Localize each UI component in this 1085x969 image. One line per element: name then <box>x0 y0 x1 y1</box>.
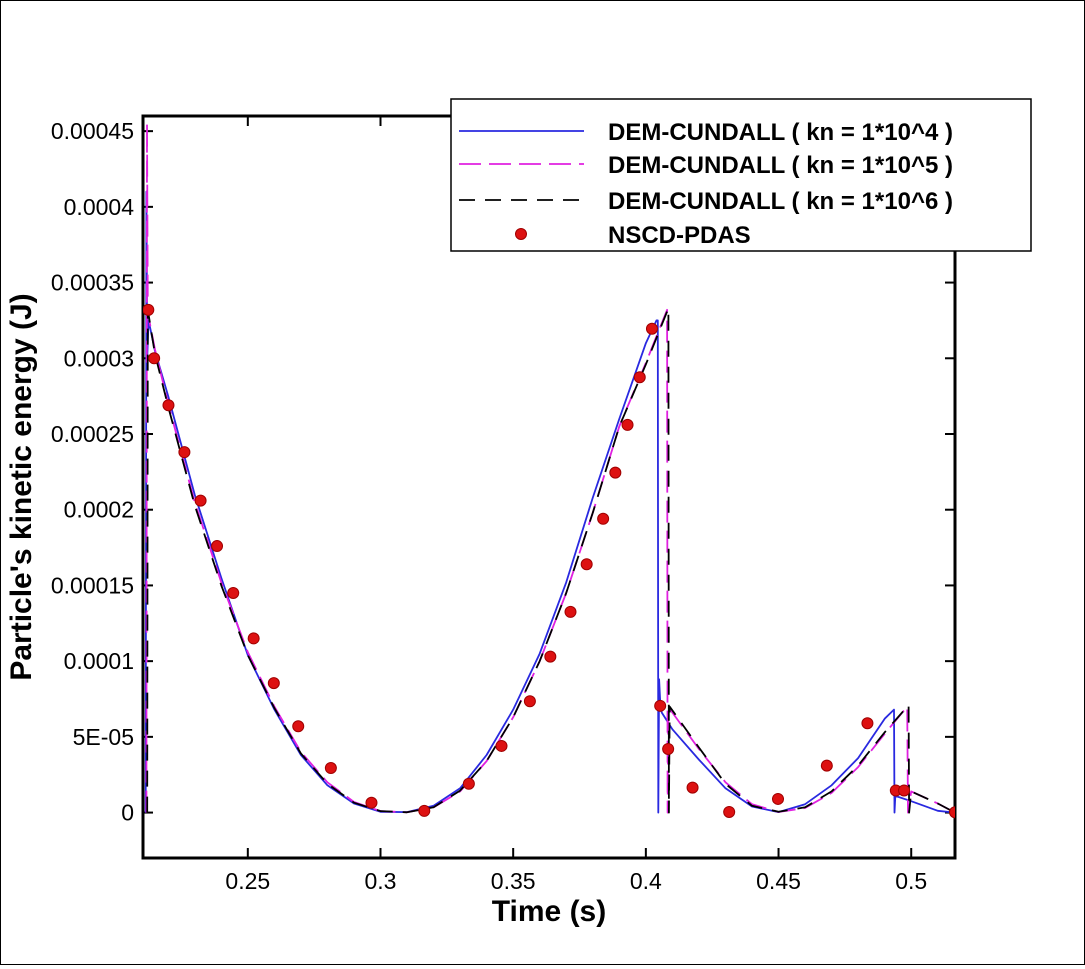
y-axis-title: Particle's kinetic energy (J) <box>5 293 38 680</box>
series-nscd-pdas <box>143 303 955 819</box>
legend-item: DEM-CUNDALL ( kn = 1*10^6 ) <box>459 188 953 215</box>
data-point <box>580 558 593 571</box>
data-point <box>645 322 658 335</box>
data-point <box>597 512 610 525</box>
data-point <box>227 587 240 599</box>
data-point <box>148 352 161 365</box>
series-layer <box>143 122 955 819</box>
legend-marker <box>515 228 527 240</box>
legend-label: DEM-CUNDALL ( kn = 1*10^5 ) <box>608 152 953 179</box>
data-point <box>267 677 280 690</box>
x-tick-label: 0.4 <box>630 868 662 894</box>
data-point <box>621 418 634 431</box>
data-point <box>194 494 207 507</box>
data-point <box>418 804 431 817</box>
legend-box <box>450 98 1032 252</box>
data-point <box>772 792 785 805</box>
y-tick-label: 5E-05 <box>73 724 134 750</box>
data-point <box>662 742 675 755</box>
data-point <box>564 605 577 618</box>
legend-item: DEM-CUNDALL ( kn = 1*10^5 ) <box>459 152 953 179</box>
y-tick-label: 0.0003 <box>64 345 134 371</box>
data-point <box>211 540 224 553</box>
data-point <box>949 806 955 819</box>
data-point <box>462 777 475 790</box>
data-point <box>686 781 699 794</box>
legend: DEM-CUNDALL ( kn = 1*10^4 ) DEM-CUNDALL (… <box>450 98 1032 252</box>
data-point <box>178 446 191 459</box>
data-point <box>861 717 874 730</box>
data-point <box>654 699 667 712</box>
legend-item: NSCD-PDAS <box>515 222 751 249</box>
y-tick-label: 0.0002 <box>64 497 134 523</box>
data-point <box>820 759 833 772</box>
y-axis: 0 5E-05 0.0001 0.00015 0.0002 0.00025 0.0003 0.… <box>51 118 955 826</box>
data-point <box>609 466 622 479</box>
data-point <box>723 805 736 818</box>
data-point <box>495 739 508 752</box>
y-tick-label: 0.00045 <box>51 118 134 144</box>
data-point <box>143 303 155 316</box>
data-point <box>365 796 378 809</box>
data-point <box>292 720 305 733</box>
data-point <box>162 399 175 412</box>
data-point <box>544 650 557 663</box>
y-tick-label: 0.0004 <box>64 194 135 220</box>
data-point <box>898 784 911 797</box>
y-tick-label: 0.00035 <box>51 270 134 296</box>
data-point <box>247 632 260 645</box>
y-tick-label: 0.00025 <box>51 421 134 447</box>
x-tick-label: 0.35 <box>491 868 536 894</box>
series-line-2 <box>145 122 955 814</box>
legend-item: DEM-CUNDALL ( kn = 1*10^4 ) <box>459 119 953 146</box>
data-point <box>324 762 337 775</box>
legend-label: NSCD-PDAS <box>608 222 751 249</box>
y-tick-label: 0 <box>121 800 134 826</box>
legend-label: DEM-CUNDALL ( kn = 1*10^6 ) <box>608 188 953 215</box>
legend-label: DEM-CUNDALL ( kn = 1*10^4 ) <box>608 119 953 146</box>
x-tick-label: 0.3 <box>365 868 397 894</box>
x-tick-label: 0.25 <box>225 868 270 894</box>
x-tick-label: 0.5 <box>895 868 927 894</box>
x-axis-title: Time (s) <box>492 895 606 928</box>
series-line-3 <box>146 307 955 814</box>
x-tick-label: 0.45 <box>756 868 801 894</box>
y-tick-label: 0.0001 <box>64 648 134 674</box>
y-tick-label: 0.00015 <box>51 572 134 598</box>
data-point <box>633 371 646 384</box>
data-point <box>523 695 536 708</box>
